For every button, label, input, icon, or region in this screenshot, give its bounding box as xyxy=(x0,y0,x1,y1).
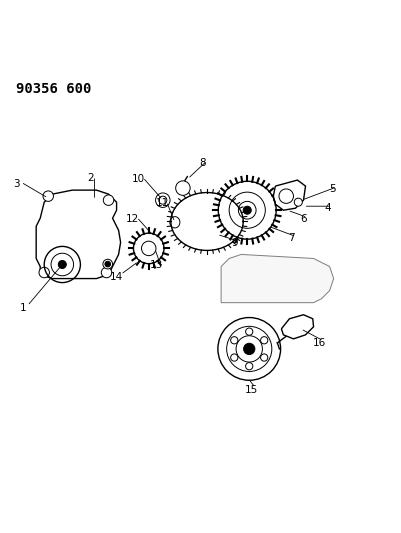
Text: 16: 16 xyxy=(312,338,325,348)
PathPatch shape xyxy=(273,180,305,210)
Text: 6: 6 xyxy=(300,214,306,224)
Circle shape xyxy=(230,337,237,344)
Text: 15: 15 xyxy=(245,385,257,395)
Text: 2: 2 xyxy=(87,173,93,183)
Text: 3: 3 xyxy=(14,179,20,189)
PathPatch shape xyxy=(221,254,333,303)
Text: 5: 5 xyxy=(329,184,335,194)
Circle shape xyxy=(105,261,110,267)
Text: 90356 600: 90356 600 xyxy=(16,83,91,96)
Text: 14: 14 xyxy=(110,271,123,281)
Circle shape xyxy=(245,328,252,335)
PathPatch shape xyxy=(36,190,120,279)
Circle shape xyxy=(278,189,293,204)
Circle shape xyxy=(43,191,53,201)
Circle shape xyxy=(243,206,251,214)
Circle shape xyxy=(245,362,252,370)
Circle shape xyxy=(230,354,237,361)
Circle shape xyxy=(103,259,112,269)
Circle shape xyxy=(260,337,267,344)
Text: 1: 1 xyxy=(20,303,26,313)
Text: 8: 8 xyxy=(199,158,206,168)
Circle shape xyxy=(175,181,190,196)
Text: 9: 9 xyxy=(231,238,237,248)
Circle shape xyxy=(158,196,166,204)
Text: 10: 10 xyxy=(132,174,145,184)
Circle shape xyxy=(260,354,267,361)
Text: 12: 12 xyxy=(126,214,139,224)
Text: 13: 13 xyxy=(149,260,162,270)
Circle shape xyxy=(243,343,254,354)
Circle shape xyxy=(155,193,170,207)
Text: 4: 4 xyxy=(324,203,330,213)
PathPatch shape xyxy=(281,315,313,339)
Text: 7: 7 xyxy=(288,233,294,244)
Circle shape xyxy=(294,198,302,206)
Circle shape xyxy=(103,195,113,205)
Text: 11: 11 xyxy=(156,198,168,208)
Circle shape xyxy=(39,268,49,278)
Circle shape xyxy=(101,268,111,278)
Circle shape xyxy=(58,261,66,269)
